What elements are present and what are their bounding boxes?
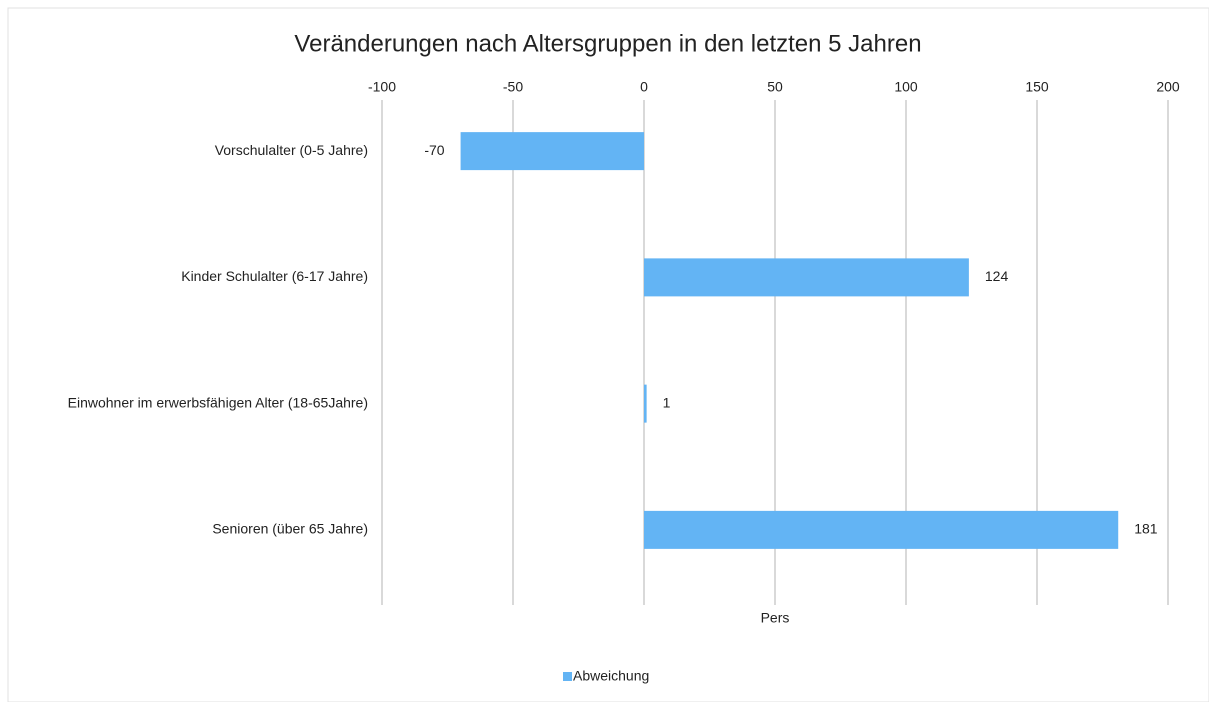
x-axis-label: Pers — [761, 610, 790, 626]
legend-label: Abweichung — [573, 668, 649, 684]
y-tick-label: Kinder Schulalter (6-17 Jahre) — [181, 268, 368, 284]
bar — [644, 510, 1119, 549]
bar — [644, 384, 647, 423]
x-tick-label: -100 — [368, 79, 396, 95]
x-tick-label: 0 — [640, 79, 648, 95]
chart-title: Veränderungen nach Altersgruppen in den … — [294, 30, 921, 57]
data-label: 124 — [985, 268, 1009, 284]
legend-swatch — [563, 672, 572, 681]
x-tick-label: 100 — [894, 79, 918, 95]
x-tick-label: 200 — [1156, 79, 1180, 95]
data-label: 181 — [1134, 521, 1158, 537]
y-tick-label: Senioren (über 65 Jahre) — [212, 521, 368, 537]
x-tick-label: -50 — [503, 79, 523, 95]
bar — [644, 258, 969, 297]
x-tick-label: 50 — [767, 79, 783, 95]
y-tick-label: Einwohner im erwerbsfähigen Alter (18-65… — [68, 394, 368, 410]
chart-frame — [7, 7, 1209, 702]
bar — [460, 132, 644, 171]
data-label: 1 — [663, 394, 671, 410]
y-tick-label: Vorschulalter (0-5 Jahre) — [215, 142, 368, 158]
data-label: -70 — [424, 142, 444, 158]
x-tick-label: 150 — [1025, 79, 1049, 95]
